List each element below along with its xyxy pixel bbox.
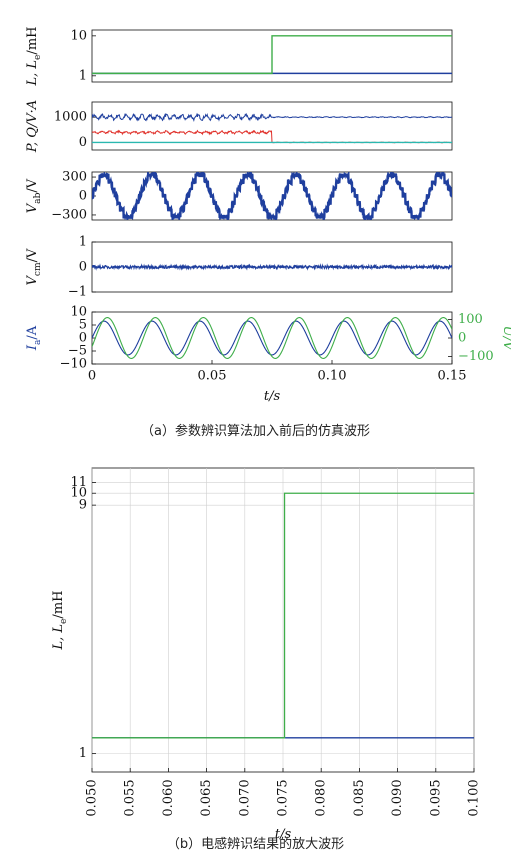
y-tick-label: 10 [70, 28, 87, 43]
chart-a3: 300 0 −300 Vab/V [25, 170, 453, 222]
chart-a1: 10 1 L, Le/mH [25, 27, 453, 87]
x-tick-label: 0.060 [161, 779, 176, 816]
y-tick-label: 9 [79, 498, 87, 513]
series-group [92, 317, 452, 359]
x-tick-label: 0.095 [428, 779, 443, 816]
series-line [92, 263, 452, 271]
y2-axis-label: U/V [501, 326, 511, 352]
y-axis-label: Vab/V [25, 178, 43, 213]
y-tick-label: 1 [79, 68, 87, 83]
y-tick-label: −10 [60, 357, 87, 372]
y-tick-label: 0 [79, 189, 87, 204]
series-group [92, 112, 452, 144]
series-group [92, 35, 452, 75]
series-line [92, 112, 452, 122]
chart-a4: 1 0 −1 Vcm/V [25, 235, 453, 300]
x-tick-label: 0.065 [199, 779, 214, 816]
series-line [92, 172, 452, 220]
chart-a2: 1000 0 P, Q/V·A [25, 100, 453, 153]
x-tick-label: 0.100 [467, 779, 482, 816]
series-line [92, 317, 452, 359]
y2-tick-label: 100 [458, 312, 483, 327]
y-axis-label: P, Q/V·A [25, 100, 40, 153]
y-tick-label: −5 [68, 344, 87, 359]
x-tick-label: 0 [88, 369, 96, 384]
x-tick-label: 0.070 [237, 779, 252, 816]
caption-a: （a）参数辨识算法加入前后的仿真波形 [141, 424, 370, 439]
x-tick-label: 0.080 [314, 779, 329, 816]
y-tick-label: 1 [79, 746, 87, 761]
x-axis-label: t/s [275, 827, 292, 842]
y-axis-label: Vcm/V [25, 248, 43, 285]
caption-b: （b）电感辨识结果的放大波形 [166, 837, 345, 852]
y-axis-label: Ia/A [25, 325, 43, 351]
x-tick-label: 0.085 [352, 779, 367, 816]
y2-tick-label: 0 [458, 331, 466, 346]
y-tick-label: −300 [51, 207, 87, 222]
x-tick-label: 0.050 [85, 779, 100, 816]
series-group [92, 492, 474, 739]
x-tick-label: 0.05 [198, 369, 227, 384]
y-axis-label: L, Le/mH [51, 591, 69, 651]
x-tick-label: 0.090 [390, 779, 405, 816]
y-tick-label: 10 [70, 305, 87, 320]
y2-tick-label: −100 [458, 349, 494, 364]
y-tick-label: 1000 [54, 110, 87, 125]
y-tick-label: 300 [62, 170, 87, 185]
series-line [92, 35, 452, 75]
y-tick-label: 11 [70, 475, 87, 490]
x-tick-label: 0.15 [438, 369, 467, 384]
x-axis-label: t/s [264, 389, 281, 404]
series-line [92, 492, 474, 739]
x-tick-label: 0.075 [276, 779, 291, 816]
y-tick-label: 0 [79, 135, 87, 150]
x-tick-label: 0.055 [123, 779, 138, 816]
y-axis-label: L, Le/mH [25, 27, 43, 87]
series-group [92, 172, 452, 220]
y-tick-label: 0 [79, 331, 87, 346]
series-group [92, 263, 452, 271]
y-tick-label: 0 [79, 260, 87, 275]
y-tick-label: 1 [79, 235, 87, 250]
x-tick-label: 0.10 [318, 369, 347, 384]
y-tick-label: 5 [79, 318, 87, 333]
y-tick-label: −1 [68, 285, 87, 300]
y-tick-label: 10 [70, 486, 87, 501]
series-line [92, 320, 452, 356]
